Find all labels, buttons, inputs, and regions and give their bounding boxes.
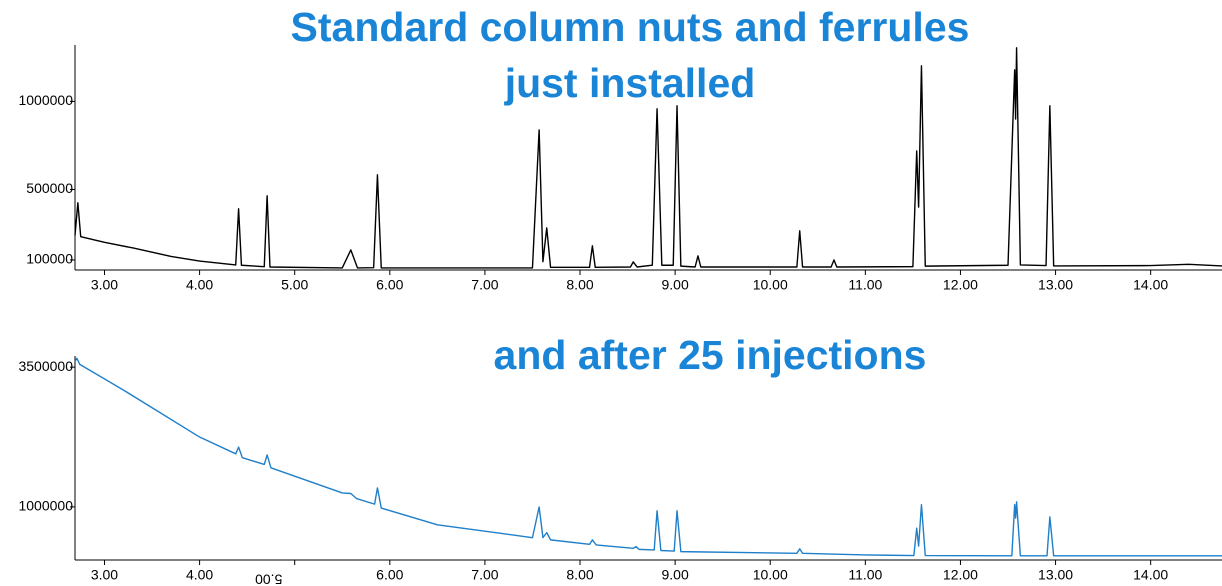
y-tick-label: 3500000 bbox=[18, 358, 73, 374]
y-tick-label: 1000000 bbox=[18, 92, 73, 108]
x-tick-label: 3.00 bbox=[91, 567, 118, 583]
x-tick-label: 4.00 bbox=[186, 277, 213, 293]
x-tick-label: 11.00 bbox=[848, 277, 882, 293]
y-tick-label: 1000000 bbox=[18, 498, 73, 514]
x-tick-label: 13.00 bbox=[1038, 277, 1073, 293]
chart-title: just installed bbox=[504, 60, 756, 106]
x-tick-label: 6.00 bbox=[376, 277, 403, 293]
x-tick-label: 9.00 bbox=[662, 277, 689, 293]
x-tick-label: 14.00 bbox=[1133, 277, 1168, 293]
trace bbox=[74, 357, 1222, 557]
x-tick-label: 12.00 bbox=[943, 277, 978, 293]
chart-title: and after 25 injections bbox=[494, 332, 927, 378]
x-tick-label: 10.00 bbox=[753, 567, 788, 583]
x-tick-label: 8.00 bbox=[566, 277, 593, 293]
x-tick-label: 4.00 bbox=[186, 567, 213, 583]
x-tick-label: 3.00 bbox=[91, 277, 118, 293]
x-tick-label: 8.00 bbox=[566, 567, 593, 583]
x-tick-label: 5.00 bbox=[281, 277, 308, 293]
x-tick-label: 13.00 bbox=[1038, 567, 1073, 583]
x-tick-label: 10.00 bbox=[753, 277, 788, 293]
x-tick-label: 12.00 bbox=[943, 567, 978, 583]
x-tick-label: 5.00 bbox=[255, 571, 282, 586]
chart-title: Standard column nuts and ferrules bbox=[291, 4, 970, 50]
x-tick-label: 7.00 bbox=[471, 567, 498, 583]
y-tick-label: 100000 bbox=[26, 251, 73, 267]
y-tick-label: 500000 bbox=[26, 180, 73, 196]
x-tick-label: 11.00 bbox=[848, 567, 882, 583]
x-tick-label: 6.00 bbox=[376, 567, 403, 583]
x-tick-label: 7.00 bbox=[471, 277, 498, 293]
trace bbox=[74, 47, 1222, 269]
x-tick-label: 9.00 bbox=[662, 567, 689, 583]
x-tick-label: 14.00 bbox=[1133, 567, 1168, 583]
